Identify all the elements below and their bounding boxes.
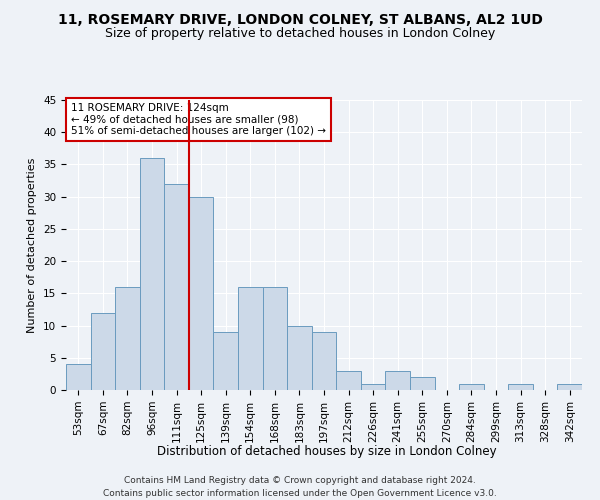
Bar	[508, 384, 533, 390]
Bar	[410, 377, 434, 390]
Bar	[164, 184, 189, 390]
Text: Distribution of detached houses by size in London Colney: Distribution of detached houses by size …	[157, 444, 497, 458]
Bar	[361, 384, 385, 390]
Bar	[557, 384, 582, 390]
Bar	[287, 326, 312, 390]
Bar	[214, 332, 238, 390]
Bar	[238, 287, 263, 390]
Bar	[91, 312, 115, 390]
Bar	[189, 196, 214, 390]
Bar	[385, 370, 410, 390]
Text: Contains HM Land Registry data © Crown copyright and database right 2024.
Contai: Contains HM Land Registry data © Crown c…	[103, 476, 497, 498]
Bar	[312, 332, 336, 390]
Text: 11, ROSEMARY DRIVE, LONDON COLNEY, ST ALBANS, AL2 1UD: 11, ROSEMARY DRIVE, LONDON COLNEY, ST AL…	[58, 12, 542, 26]
Y-axis label: Number of detached properties: Number of detached properties	[28, 158, 37, 332]
Text: Size of property relative to detached houses in London Colney: Size of property relative to detached ho…	[105, 28, 495, 40]
Text: 11 ROSEMARY DRIVE: 124sqm
← 49% of detached houses are smaller (98)
51% of semi-: 11 ROSEMARY DRIVE: 124sqm ← 49% of detac…	[71, 103, 326, 136]
Bar	[115, 287, 140, 390]
Bar	[336, 370, 361, 390]
Bar	[140, 158, 164, 390]
Bar	[263, 287, 287, 390]
Bar	[66, 364, 91, 390]
Bar	[459, 384, 484, 390]
